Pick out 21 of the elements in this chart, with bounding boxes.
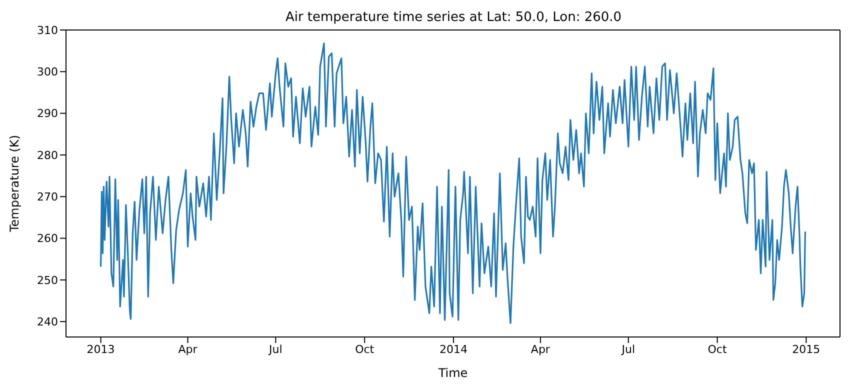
y-tick-label: 270 [37, 190, 58, 204]
x-tick-label: Apr [178, 342, 198, 356]
y-tick-label: 310 [37, 24, 58, 37]
line-series [100, 42, 806, 324]
y-tick-label: 300 [37, 66, 58, 79]
x-tick-label: Apr [530, 342, 550, 356]
x-tick-label: 2013 [86, 342, 115, 356]
x-tick-label: Oct [708, 342, 728, 356]
y-axis-title: Temperature (K) [7, 134, 22, 234]
x-tick-label: Jul [268, 342, 282, 356]
y-tick-label: 240 [37, 315, 58, 328]
y-tick-label: 280 [37, 148, 58, 162]
x-tick-label: Jul [620, 342, 636, 356]
x-tick-label: Oct [355, 342, 375, 356]
y-tick-label: 290 [37, 107, 58, 120]
x-tick-label: 2014 [439, 342, 468, 356]
y-tick-label: 250 [37, 274, 58, 287]
chart-title: Air temperature time series at Lat: 50.0, Lon: 260.0 [284, 10, 623, 25]
x-axis-title: Time [437, 366, 468, 380]
x-tick-label: 2015 [792, 342, 820, 356]
y-tick-label: 260 [37, 232, 58, 246]
